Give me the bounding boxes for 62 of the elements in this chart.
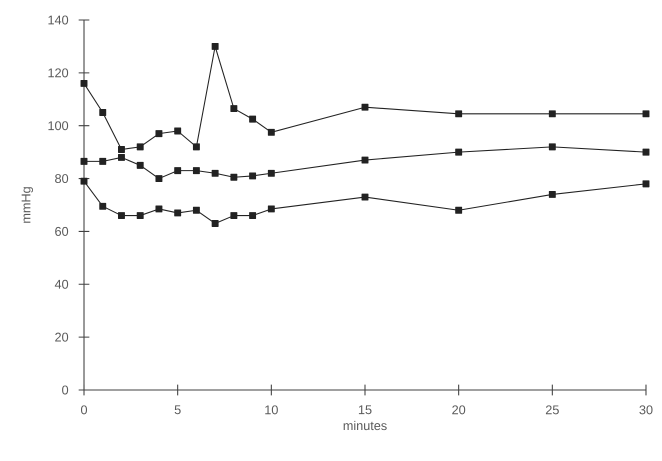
point — [548, 143, 556, 150]
point — [230, 212, 238, 220]
x-tick-label: 5 — [174, 405, 181, 414]
point — [155, 205, 162, 212]
point — [192, 143, 200, 150]
point — [99, 109, 106, 116]
point — [455, 148, 462, 156]
point — [455, 110, 462, 118]
x-tick-label: 20 — [452, 405, 466, 414]
point — [642, 148, 650, 156]
point — [99, 202, 106, 210]
point — [174, 209, 182, 216]
point — [212, 220, 219, 227]
y-tick-label: 100 — [48, 121, 68, 130]
point — [80, 80, 88, 87]
point — [249, 116, 256, 123]
point — [212, 42, 219, 50]
y-tick-label: 40 — [54, 280, 68, 289]
point — [80, 178, 88, 185]
x-tick-label: 15 — [358, 405, 372, 414]
point — [362, 194, 368, 201]
y-axis-title: mmHg — [22, 187, 34, 223]
point — [174, 167, 182, 174]
point — [642, 110, 650, 118]
point — [268, 205, 275, 212]
x-tick-label: 25 — [546, 405, 559, 414]
point — [192, 167, 200, 174]
point — [212, 170, 219, 177]
x-tick-label: 30 — [639, 405, 653, 414]
point — [548, 110, 556, 118]
point — [230, 174, 238, 181]
y-tick-label: 60 — [55, 226, 68, 236]
point — [155, 175, 162, 182]
point — [268, 128, 275, 136]
y-tick-label: 0 — [62, 386, 68, 394]
point — [548, 190, 556, 198]
point — [230, 105, 238, 112]
x-tick-label: 10 — [265, 405, 278, 414]
point — [99, 158, 106, 165]
y-tick-label: 80 — [55, 174, 68, 184]
x-axis-title: minutes — [344, 420, 387, 430]
y-tick-label: 120 — [48, 68, 68, 78]
point — [249, 172, 256, 180]
point — [118, 212, 125, 220]
point — [136, 162, 144, 169]
point — [249, 212, 256, 220]
point — [155, 130, 162, 138]
point — [136, 143, 144, 150]
y-tick-label: 20 — [55, 332, 68, 342]
point — [174, 128, 182, 134]
point — [642, 180, 650, 188]
point — [136, 212, 144, 220]
point — [455, 206, 462, 214]
point — [118, 154, 125, 161]
x-tick-label: 0 — [80, 405, 88, 414]
point — [268, 170, 275, 177]
point — [80, 158, 88, 165]
point — [362, 156, 368, 164]
y-tick-label: 140 — [48, 16, 68, 24]
point — [192, 206, 200, 214]
point — [362, 104, 368, 111]
point — [118, 146, 125, 153]
